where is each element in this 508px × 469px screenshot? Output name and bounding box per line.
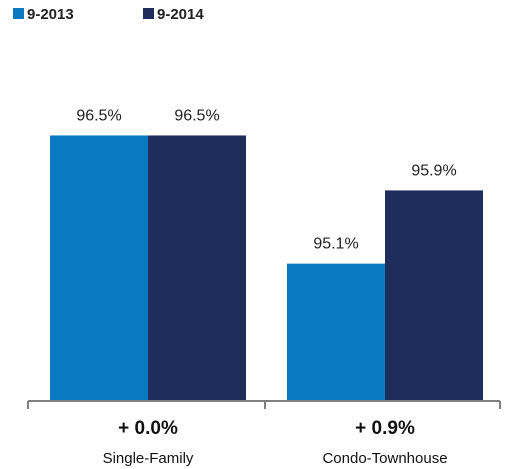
- data-label-2-1: 95.1%: [313, 236, 358, 253]
- category-labels: + 0.0% Single-Family + 0.9% Condo-Townhouse: [103, 418, 448, 467]
- legend: 9-2013 9-2014: [13, 6, 204, 23]
- bar-2-1: [287, 263, 385, 401]
- change-label-1: + 0.0%: [118, 418, 178, 439]
- value-labels: 96.5% 96.5% 95.1% 95.9%: [76, 107, 456, 252]
- bar-2-2: [385, 190, 483, 401]
- legend-label-1: 9-2013: [27, 6, 74, 23]
- bar-1-2: [148, 135, 246, 401]
- change-label-2: + 0.9%: [355, 418, 415, 439]
- legend-swatch-2: [143, 8, 154, 19]
- bar-1-1: [50, 135, 148, 401]
- legend-swatch-1: [13, 8, 24, 19]
- data-label-2-2: 95.9%: [411, 162, 456, 179]
- legend-label-2: 9-2014: [157, 6, 204, 23]
- category-label-2: Condo-Townhouse: [322, 450, 447, 467]
- data-label-1-2: 96.5%: [174, 107, 219, 124]
- category-label-1: Single-Family: [103, 450, 194, 467]
- bars: [50, 135, 483, 401]
- x-axis: [27, 400, 501, 409]
- data-label-1-1: 96.5%: [76, 107, 121, 124]
